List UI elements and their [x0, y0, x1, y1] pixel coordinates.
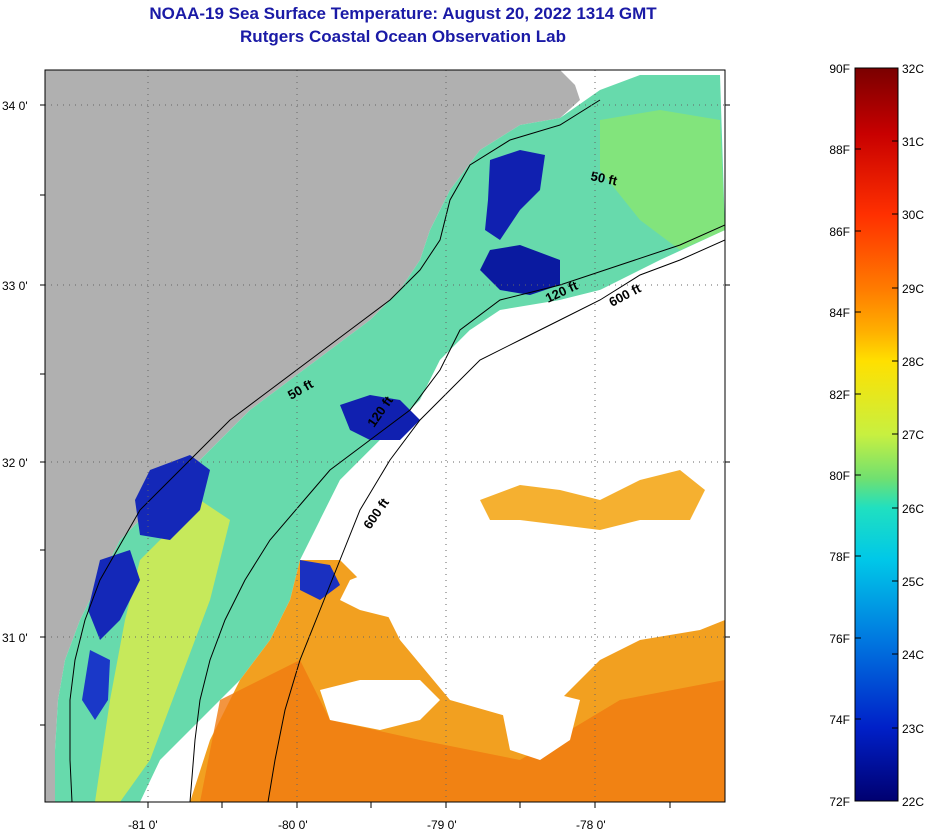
- cold-patch-nc-1: [485, 150, 545, 240]
- cloud-patch-1: [320, 680, 440, 730]
- shelf-water-cool: [55, 75, 725, 802]
- colorbar-f-label-76: 76F: [829, 632, 850, 646]
- colorbar-c-label-32: 32C: [902, 62, 924, 76]
- colorbar-ticks-f: [855, 67, 861, 802]
- colorbar-f-label-88: 88F: [829, 143, 850, 157]
- lon-label-78: -78 0': [576, 818, 606, 832]
- colorbar-c-label-29: 29C: [902, 282, 924, 296]
- isobath-120ft: [189, 224, 725, 802]
- lat-label-31: 31 0': [2, 631, 28, 645]
- shelf-water-green: [600, 110, 725, 250]
- lat-label-33: 33 0': [2, 279, 28, 293]
- cloud-offshore: [320, 250, 725, 560]
- lat-label-34: 34 0': [2, 99, 28, 113]
- map-frame: [44, 69, 726, 803]
- land-mass: [45, 70, 580, 802]
- colorbar-c-label-26: 26C: [902, 502, 924, 516]
- colorbar-f-label-74: 74F: [829, 713, 850, 727]
- colorbar-c-label-27: 27C: [902, 428, 924, 442]
- colorbar-f-label-84: 84F: [829, 306, 850, 320]
- colorbar: [854, 67, 899, 802]
- lat-label-32: 32 0': [2, 456, 28, 470]
- map-title: NOAA-19 Sea Surface Temperature: August …: [149, 4, 657, 23]
- lon-label-80: -80 0': [278, 818, 308, 832]
- colorbar-c-label-24: 24C: [902, 648, 924, 662]
- cloud-patch-2: [500, 690, 580, 760]
- colorbar-f-label-80: 80F: [829, 469, 850, 483]
- nearshore-yellow: [95, 500, 230, 802]
- colorbar-f-label-72: 72F: [829, 795, 850, 809]
- lon-label-81: -81 0': [128, 818, 158, 832]
- cold-patch-shelf: [300, 560, 340, 600]
- isobath-50ft: [69, 99, 601, 802]
- cold-patch-ga-3: [82, 650, 110, 720]
- colorbar-c-label-30: 30C: [902, 208, 924, 222]
- cold-patch-ga-2: [88, 550, 140, 640]
- warm-water-core: [200, 660, 725, 802]
- colorbar-c-label-22: 22C: [902, 795, 924, 809]
- colorbar-c-label-28: 28C: [902, 355, 924, 369]
- colorbar-f-label-86: 86F: [829, 225, 850, 239]
- colorbar-c-label-25: 25C: [902, 575, 924, 589]
- graticule: [45, 70, 725, 802]
- map-ticks: [40, 104, 730, 808]
- cold-patch-sc: [340, 395, 420, 440]
- isobath-600ft: [267, 239, 725, 802]
- cloud-central: [340, 560, 725, 700]
- warm-patch-east: [480, 470, 705, 530]
- colorbar-f-label-82: 82F: [829, 388, 850, 402]
- colorbar-f-label-90: 90F: [829, 62, 850, 76]
- map-area: 50 ft 120 ft 600 ft 50 ft 120 ft 600 ft: [45, 70, 725, 802]
- map-subtitle: Rutgers Coastal Ocean Observation Lab: [240, 27, 566, 46]
- lon-label-79: -79 0': [427, 818, 457, 832]
- colorbar-f-label-78: 78F: [829, 550, 850, 564]
- cold-patch-nc-2: [480, 245, 560, 295]
- colorbar-ticks-c: [892, 67, 898, 802]
- colorbar-c-label-23: 23C: [902, 722, 924, 736]
- cold-patch-ga-1: [135, 455, 210, 540]
- contour-label-50ft-north: 50 ft: [589, 168, 619, 188]
- colorbar-c-label-31: 31C: [902, 135, 924, 149]
